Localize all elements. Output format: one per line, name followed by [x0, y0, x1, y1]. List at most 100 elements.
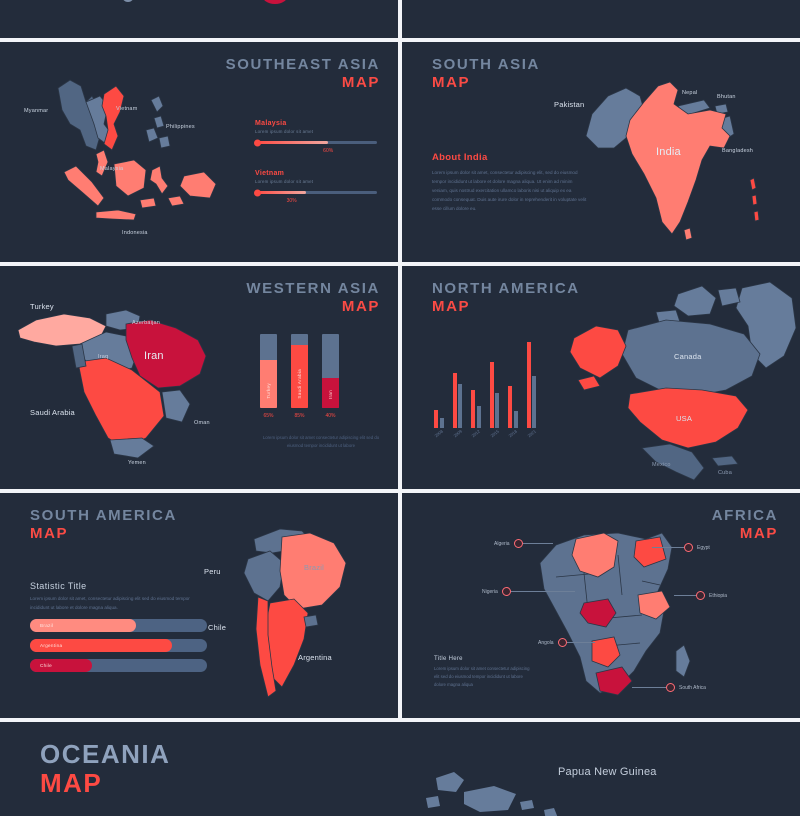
- about-india-block: About India Lorem ipsum dolor sit amet, …: [432, 152, 587, 214]
- callout-line: [566, 642, 595, 643]
- chart-caption: Lorem ipsum dolor sit amet consectetur a…: [262, 435, 380, 449]
- map-label-bangladesh: Bangladesh: [722, 148, 754, 154]
- bar-saudi-arabia[interactable]: Saudi Arabia 85%: [291, 334, 308, 419]
- callout-marker-icon[interactable]: [501, 587, 511, 596]
- bar-name: Saudi Arabia: [297, 369, 302, 399]
- bar-iran[interactable]: Iran 40%: [322, 334, 339, 419]
- title-line1: WESTERN ASIA: [246, 280, 380, 297]
- callout-marker-icon[interactable]: [513, 539, 523, 548]
- north-america-bar-chart[interactable]: 2008 2009 2012 2015 2018 2021: [434, 336, 536, 438]
- callout-angola[interactable]: Angola: [538, 638, 595, 647]
- slide-partial-left[interactable]: [0, 0, 398, 38]
- note-body: Lorem ipsum dolor sit amet consectetur a…: [434, 666, 530, 688]
- slider-track[interactable]: 60%: [254, 139, 377, 154]
- hbar-brazil[interactable]: Brazil: [30, 619, 207, 633]
- title-line2: MAP: [341, 74, 380, 92]
- western-asia-map[interactable]: Turkey Azerbaijan Iraq Iran Saudi Arabia…: [14, 292, 234, 472]
- map-label-bhutan: Bhutan: [717, 94, 736, 100]
- slide-africa[interactable]: AFRICA MAP: [402, 493, 800, 718]
- bar-group[interactable]: [471, 390, 481, 428]
- slider-value: 30%: [286, 198, 297, 204]
- slide-oceania[interactable]: OCEANIA MAP Papua New Guinea: [0, 722, 800, 816]
- slide-north-america[interactable]: NORTH AMERICA MAP 2008 2009 2012 2015 20…: [402, 266, 800, 489]
- partial-marker-red: [262, 0, 288, 4]
- slider-knob[interactable]: [254, 189, 261, 196]
- callout-marker-icon[interactable]: [684, 543, 693, 552]
- slider-subtitle: Lorem ipsum dolor sit amet: [255, 179, 314, 184]
- map-label-nepal: Nepal: [682, 90, 698, 96]
- map-label-india: India: [656, 146, 681, 158]
- bar-group[interactable]: [434, 410, 444, 428]
- hbar-chile[interactable]: Chile: [30, 659, 207, 673]
- map-label-malaysia: Malaysia: [100, 166, 124, 172]
- callout-line: [632, 687, 666, 688]
- western-asia-bar-chart[interactable]: Turkey 65% Saudi Arabia 85% Iran 40%: [260, 334, 339, 419]
- bar-series-b: [495, 393, 499, 428]
- slider-label: Vietnam: [255, 170, 285, 177]
- map-label-papua-new-guinea: Papua New Guinea: [558, 766, 657, 778]
- hbar-argentina[interactable]: Argentina: [30, 639, 207, 653]
- map-label-indonesia: Indonesia: [122, 230, 148, 236]
- slide-western-asia[interactable]: WESTERN ASIA MAP Tu: [0, 266, 398, 489]
- map-label-myanmar: Myanmar: [24, 108, 49, 114]
- hbar-label: Chile: [40, 663, 52, 669]
- map-label-cuba: Cuba: [718, 470, 732, 476]
- callout-ethiopia[interactable]: Ethiopia: [674, 591, 727, 600]
- axis-tick: 2012: [470, 428, 481, 439]
- callout-algeria[interactable]: Algeria: [494, 539, 553, 548]
- south-asia-map[interactable]: Pakistan Nepal Bhutan India Bangladesh: [554, 62, 774, 252]
- callout-egypt[interactable]: Egypt: [652, 543, 710, 552]
- title-line2: MAP: [739, 525, 778, 543]
- bar-group[interactable]: [526, 342, 536, 428]
- slider-knob[interactable]: [254, 139, 261, 146]
- bar-series-b: [458, 384, 462, 428]
- callout-label: South Africa: [679, 684, 706, 691]
- south-america-map[interactable]: Peru Brazil Chile Argentina: [204, 515, 366, 705]
- title-line1: SOUTH AMERICA: [30, 507, 177, 524]
- callout-line: [522, 543, 553, 544]
- slider-track[interactable]: 30%: [254, 189, 377, 204]
- hbar-fill: Chile: [30, 659, 92, 673]
- page-title: SOUTHEAST ASIA MAP: [226, 56, 380, 93]
- about-body: Lorem ipsum dolor sit amet, consectetur …: [432, 170, 587, 211]
- bar-group[interactable]: [452, 373, 462, 428]
- slide-partial-right[interactable]: [402, 0, 800, 38]
- title-line2: MAP: [432, 298, 471, 316]
- bar-group[interactable]: [489, 362, 499, 428]
- map-label-iraq: Iraq: [98, 354, 109, 360]
- callout-south-africa[interactable]: South Africa: [632, 683, 706, 692]
- bar-turkey[interactable]: Turkey 65%: [260, 334, 277, 419]
- callout-marker-icon[interactable]: [557, 638, 567, 647]
- hbar-label: Argentina: [40, 643, 63, 649]
- map-label-azerbaijan: Azerbaijan: [132, 320, 160, 326]
- bar-value: 65%: [263, 413, 274, 419]
- bar-series-a: [508, 386, 512, 428]
- slider-malaysia[interactable]: Malaysia Lorem ipsum dolor sit amet 60%: [254, 120, 377, 154]
- callout-marker-icon[interactable]: [696, 591, 705, 600]
- slide-southeast-asia[interactable]: SOUTHEAST ASIA MAP: [0, 42, 398, 262]
- africa-map[interactable]: [522, 515, 712, 705]
- bar-group[interactable]: [508, 386, 518, 428]
- bar-name: Iran: [328, 389, 333, 399]
- note-heading: Title Here: [434, 656, 463, 662]
- callout-line: [510, 591, 575, 592]
- map-label-saudi-arabia: Saudi Arabia: [30, 408, 75, 417]
- bar-series-b: [532, 376, 536, 428]
- title-line2: MAP: [30, 525, 69, 543]
- bar-fill: [291, 345, 308, 408]
- bar-series-a: [526, 342, 531, 428]
- page-title: WESTERN ASIA MAP: [246, 280, 380, 317]
- slider-label: Malaysia: [255, 120, 287, 127]
- north-america-map[interactable]: Canada USA Mexico Cuba: [569, 272, 800, 487]
- title-line2: MAP: [341, 298, 380, 316]
- callout-marker-icon[interactable]: [666, 683, 675, 692]
- hbar-fill: Argentina: [30, 639, 172, 653]
- bar-value: 85%: [294, 413, 305, 419]
- slide-south-asia[interactable]: SOUTH ASIA MAP About India Lorem ipsum d…: [402, 42, 800, 262]
- map-label-turkey: Turkey: [30, 302, 54, 311]
- slider-vietnam[interactable]: Vietnam Lorem ipsum dolor sit amet 30%: [254, 170, 377, 204]
- slide-south-america[interactable]: SOUTH AMERICA MAP Statistic Title Lorem …: [0, 493, 398, 718]
- southeast-asia-map[interactable]: Myanmar Vietnam Philippines Malaysia Ind…: [18, 66, 233, 246]
- oceania-map[interactable]: Papua New Guinea: [420, 758, 660, 816]
- callout-nigeria[interactable]: Nigeria: [482, 587, 575, 596]
